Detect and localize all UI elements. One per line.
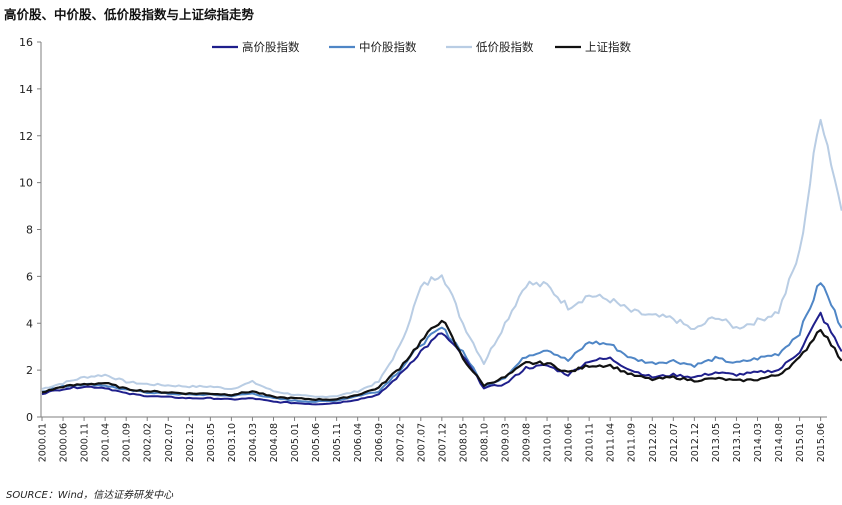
legend-label-low: 低价股指数 xyxy=(476,40,534,54)
series-line-index xyxy=(41,319,842,401)
legend-label-mid: 中价股指数 xyxy=(359,40,417,54)
y-tick-label: 6 xyxy=(26,270,33,283)
x-tick-label: 2013.05 xyxy=(711,423,722,462)
source-note: SOURCE：Wind，信达证券研发中心 xyxy=(6,490,174,501)
x-tick-label: 2005.11 xyxy=(332,423,343,462)
legend-label-high: 高价股指数 xyxy=(242,40,300,54)
y-tick-label: 10 xyxy=(19,177,33,190)
x-tick-label: 2002.12 xyxy=(185,423,196,462)
legend-label-index: 上证指数 xyxy=(585,40,631,54)
x-tick-label: 2004.03 xyxy=(248,423,259,462)
x-tick-label: 2014.08 xyxy=(774,423,785,462)
x-tick-label: 2007.02 xyxy=(395,423,406,462)
series-line-mid xyxy=(41,282,842,403)
series-line-low xyxy=(41,118,842,399)
x-tick-label: 2007.07 xyxy=(416,423,427,462)
x-tick-label: 2011.09 xyxy=(627,423,638,462)
y-tick-label: 4 xyxy=(26,317,33,330)
x-tick-label: 2010.11 xyxy=(585,423,596,462)
x-tick-label: 2003.05 xyxy=(206,423,217,462)
x-tick-label: 2005.06 xyxy=(311,423,322,462)
y-tick-label: 12 xyxy=(19,130,33,143)
series-line-high xyxy=(41,311,842,406)
x-tick-label: 2008.10 xyxy=(479,423,490,462)
x-tick-label: 2012.07 xyxy=(669,423,680,462)
y-tick-label: 2 xyxy=(26,364,33,377)
chart-title: 高价股、中价股、低价股指数与上证综指走势 xyxy=(4,7,255,22)
x-tick-label: 2010.06 xyxy=(564,423,575,462)
y-tick-label: 16 xyxy=(19,36,33,49)
line-chart: 0 2 4 6 8 10 12 14 16 2000.01 2000.06 2000.11 2001.0… xyxy=(19,36,842,462)
x-tick-label: 2012.02 xyxy=(648,423,659,462)
x-tick-label: 2001.09 xyxy=(122,423,133,462)
y-tick-label: 0 xyxy=(26,411,33,424)
x-tick-label: 2010.01 xyxy=(543,423,554,462)
x-tick-label: 2015.06 xyxy=(816,423,827,462)
y-tick-label: 14 xyxy=(19,83,33,96)
y-tick-label: 8 xyxy=(26,224,33,237)
x-tick-label: 2012.12 xyxy=(690,423,701,462)
x-tick-label: 2014.03 xyxy=(753,423,764,462)
x-tick-label: 2000.01 xyxy=(38,423,49,462)
x-tick-label: 2011.04 xyxy=(606,423,617,462)
x-tick-label: 2000.06 xyxy=(59,423,70,462)
x-tick-label: 2009.03 xyxy=(500,423,511,462)
x-tick-label: 2015.01 xyxy=(795,423,806,462)
x-tick-label: 2008.05 xyxy=(458,423,469,462)
x-tick-label: 2002.07 xyxy=(164,423,175,462)
x-tick-label: 2002.02 xyxy=(143,423,154,462)
x-tick-label: 2007.12 xyxy=(437,423,448,462)
x-tick-label: 2006.09 xyxy=(374,423,385,462)
x-tick-label: 2000.11 xyxy=(80,423,91,462)
x-tick-label: 2013.10 xyxy=(732,423,743,462)
x-tick-label: 2005.01 xyxy=(290,423,301,462)
x-tick-label: 2001.04 xyxy=(101,423,112,462)
x-tick-label: 2004.08 xyxy=(269,423,280,462)
x-tick-label: 2009.08 xyxy=(522,423,533,462)
x-tick-label: 2006.04 xyxy=(353,423,364,462)
x-tick-label: 2003.10 xyxy=(227,423,238,462)
